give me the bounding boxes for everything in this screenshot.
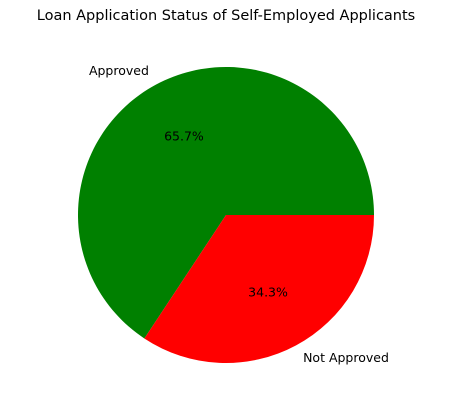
slice-category-label: Not Approved bbox=[303, 350, 389, 365]
slice-category-label: Approved bbox=[89, 63, 149, 78]
slice-percent-label: 34.3% bbox=[248, 285, 288, 300]
slice-percent-label: 65.7% bbox=[164, 128, 204, 143]
